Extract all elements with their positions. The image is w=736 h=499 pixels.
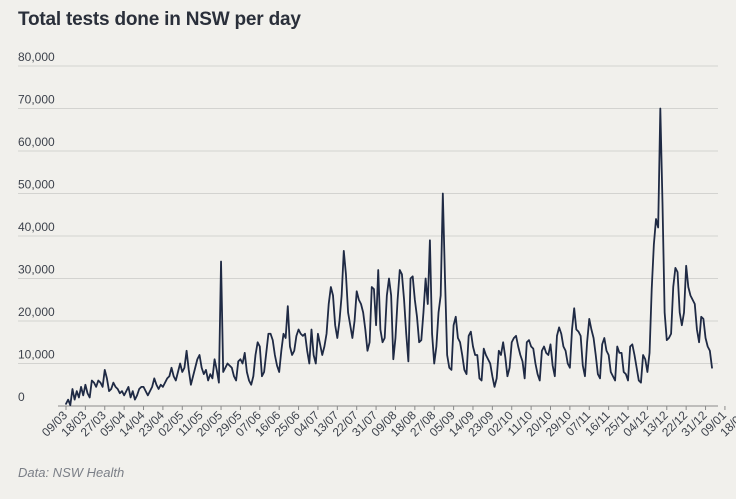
- series-line-total-tests: [65, 107, 713, 407]
- y-tick-label: 60,000: [18, 135, 55, 149]
- data-source-note: Data: NSW Health: [18, 465, 125, 480]
- y-tick-label: 0: [18, 390, 25, 404]
- y-tick-label: 40,000: [18, 220, 55, 234]
- y-tick-label: 20,000: [18, 305, 55, 319]
- y-tick-label: 70,000: [18, 93, 55, 107]
- y-tick-label: 80,000: [18, 50, 55, 64]
- y-tick-label: 30,000: [18, 263, 55, 277]
- y-tick-label: 10,000: [18, 348, 55, 362]
- chart-title: Total tests done in NSW per day: [18, 9, 301, 30]
- y-tick-label: 50,000: [18, 178, 55, 192]
